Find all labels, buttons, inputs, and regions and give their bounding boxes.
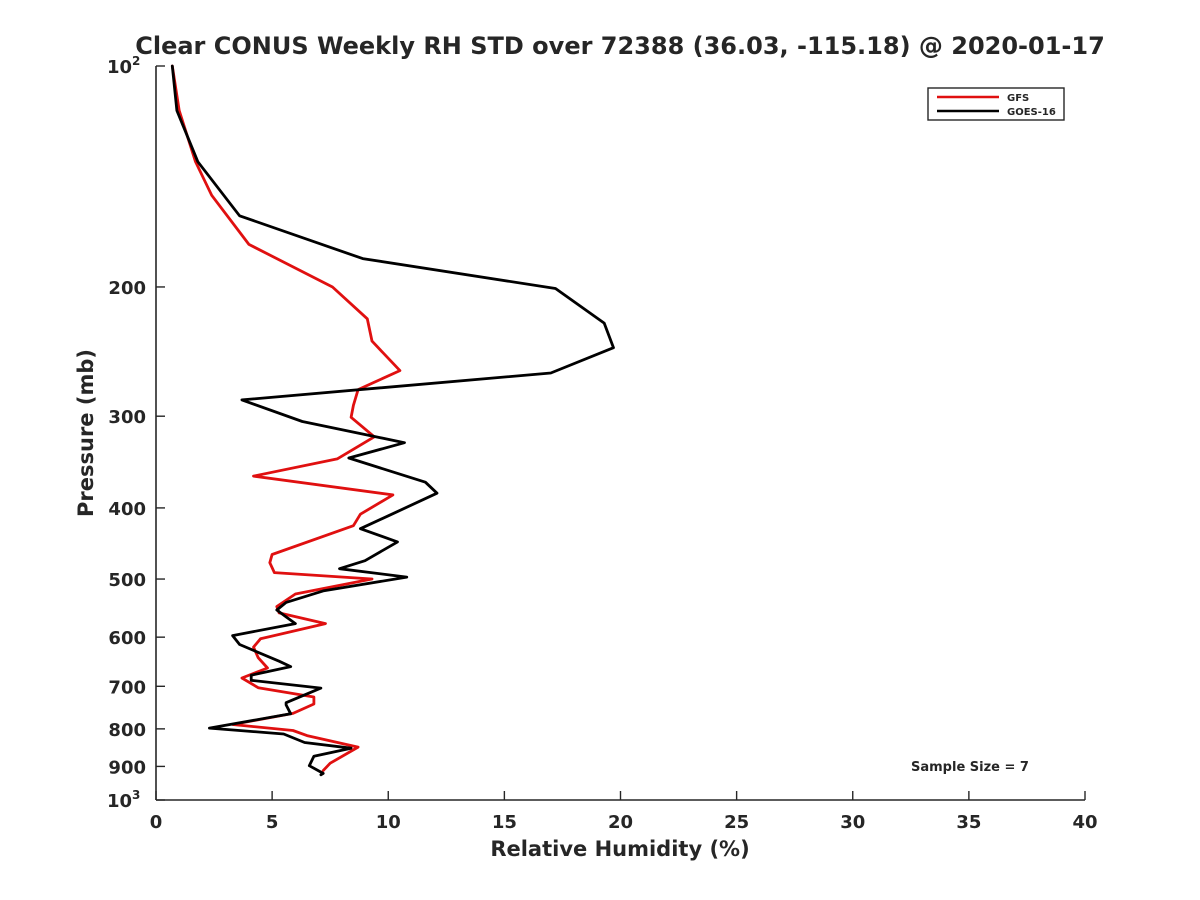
y-tick-label: 300 (108, 407, 146, 428)
x-tick-label: 10 (376, 812, 401, 833)
sample-size-annotation: Sample Size = 7 (911, 760, 1029, 775)
series-line-goes16 (170, 64, 615, 777)
chart-title: Clear CONUS Weekly RH STD over 72388 (36… (135, 32, 1105, 60)
series-line-gfs (170, 64, 402, 772)
y-tick-label: 400 (108, 499, 146, 520)
y-tick-exponent: 2 (132, 54, 140, 68)
x-tick-label: 0 (150, 812, 163, 833)
y-tick-label: 800 (108, 720, 146, 741)
x-tick-label: 5 (266, 812, 279, 833)
y-tick-label: 10 (107, 57, 132, 78)
y-tick-label: 10 (107, 791, 132, 812)
x-tick-label: 20 (608, 812, 633, 833)
x-tick-label: 35 (956, 812, 981, 833)
x-tick-label: 15 (492, 812, 517, 833)
legend: GFS GOES-16 (927, 87, 1065, 121)
series-lines (170, 64, 615, 777)
y-tick-label: 600 (108, 628, 146, 649)
y-tick-label: 500 (108, 570, 146, 591)
y-tick-exponent: 3 (132, 788, 140, 802)
y-tick-label: 900 (108, 757, 146, 778)
x-tick-label: 25 (724, 812, 749, 833)
y-tick-label: 700 (108, 677, 146, 698)
x-axis-ticks: 0 5 10 15 20 25 30 35 40 (150, 791, 1098, 833)
y-axis-label: Pressure (mb) (74, 349, 98, 517)
x-tick-label: 40 (1072, 812, 1097, 833)
x-axis-label: Relative Humidity (%) (490, 837, 749, 861)
legend-label-gfs: GFS (1007, 93, 1029, 104)
legend-box (927, 87, 1065, 121)
legend-label-goes16: GOES-16 (1007, 107, 1056, 118)
y-tick-label: 200 (108, 278, 146, 299)
x-tick-label: 30 (840, 812, 865, 833)
